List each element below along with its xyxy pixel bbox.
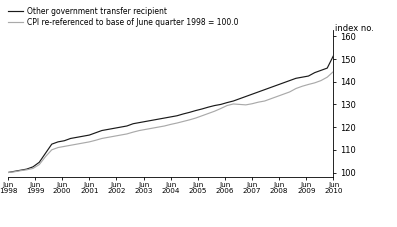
Other government transfer recipient: [93, 131, 98, 134]
Other government transfer recipient: [212, 104, 217, 107]
Other government transfer recipient: [6, 171, 10, 174]
Other government transfer recipient: [331, 54, 336, 57]
Legend: Other government transfer recipient, CPI re-referenced to base of June quarter 1: Other government transfer recipient, CPI…: [8, 7, 239, 27]
Other government transfer recipient: [293, 77, 298, 80]
Other government transfer recipient: [200, 108, 204, 110]
CPI re-referenced to base of June quarter 1998 = 100.0: [200, 114, 204, 117]
CPI re-referenced to base of June quarter 1998 = 100.0: [6, 171, 10, 174]
CPI re-referenced to base of June quarter 1998 = 100.0: [293, 87, 298, 90]
Other government transfer recipient: [193, 109, 198, 112]
CPI re-referenced to base of June quarter 1998 = 100.0: [193, 117, 198, 119]
CPI re-referenced to base of June quarter 1998 = 100.0: [93, 139, 98, 142]
CPI re-referenced to base of June quarter 1998 = 100.0: [331, 70, 336, 73]
Line: CPI re-referenced to base of June quarter 1998 = 100.0: CPI re-referenced to base of June quarte…: [8, 72, 333, 173]
CPI re-referenced to base of June quarter 1998 = 100.0: [212, 110, 217, 113]
Line: Other government transfer recipient: Other government transfer recipient: [8, 56, 333, 173]
Text: index no.: index no.: [335, 24, 374, 33]
CPI re-referenced to base of June quarter 1998 = 100.0: [256, 101, 261, 104]
Other government transfer recipient: [256, 91, 261, 93]
